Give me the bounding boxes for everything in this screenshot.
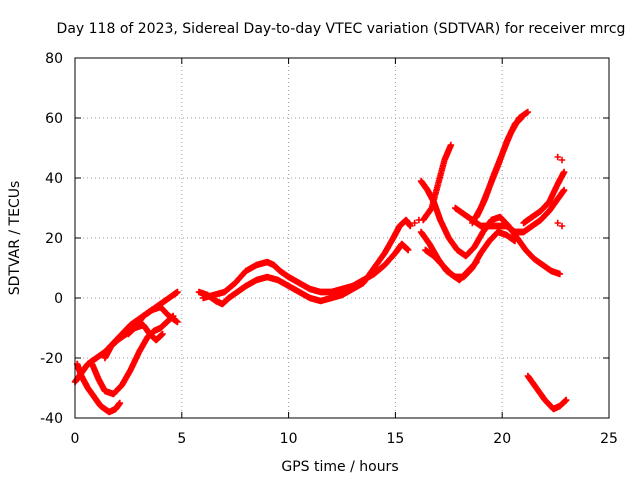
- series-track-5: [125, 303, 181, 338]
- series-track-16: [520, 168, 568, 227]
- series-track-6: [195, 273, 346, 308]
- y-tick-label: -20: [40, 351, 63, 367]
- data-points: [71, 108, 570, 416]
- data-point: [407, 222, 414, 230]
- x-tick-labels: 0 5 10 15 20 25: [71, 431, 618, 447]
- data-point: [415, 216, 423, 224]
- y-tick-label: 40: [45, 171, 63, 187]
- series-track-10: [419, 141, 455, 224]
- series-track-14: [473, 108, 532, 221]
- x-tick-label: 20: [493, 431, 511, 447]
- data-point: [116, 399, 124, 407]
- data-point: [159, 330, 166, 338]
- series-track-17: [524, 372, 570, 413]
- data-point: [558, 156, 566, 164]
- data-point: [524, 108, 532, 116]
- y-tick-label: 0: [54, 291, 63, 307]
- x-tick-label: 0: [71, 431, 80, 447]
- y-tick-label: 20: [45, 231, 63, 247]
- grid: [75, 58, 609, 418]
- data-point: [554, 219, 561, 227]
- data-point: [560, 186, 568, 194]
- data-point: [447, 141, 455, 149]
- data-point: [405, 246, 412, 254]
- x-tick-label: 5: [177, 431, 186, 447]
- y-tick-label: -40: [40, 411, 63, 427]
- series-track-12: [422, 246, 480, 284]
- series-track-2: [73, 360, 124, 416]
- series-track-8: [328, 216, 414, 302]
- series-track-7: [199, 240, 412, 302]
- data-point: [411, 219, 418, 227]
- series-track-15: [452, 186, 568, 236]
- y-tick-label: 60: [45, 111, 63, 127]
- chart-title: Day 118 of 2023, Sidereal Day-to-day VTE…: [57, 21, 626, 37]
- data-point: [174, 318, 181, 326]
- data-point: [174, 288, 181, 296]
- data-point: [473, 258, 480, 266]
- x-tick-label: 25: [600, 431, 618, 447]
- x-tick-label: 15: [386, 431, 404, 447]
- data-point: [563, 396, 570, 404]
- data-point: [560, 168, 568, 176]
- x-tick-label: 10: [280, 431, 298, 447]
- series-track-9: [417, 177, 564, 278]
- data-point: [558, 222, 566, 230]
- series-track-18: [411, 153, 566, 230]
- data-point: [554, 153, 561, 161]
- data-point: [511, 237, 519, 245]
- y-tick-labels: -40 -20 0 20 40 60 80: [40, 51, 63, 427]
- y-tick-label: 80: [45, 51, 63, 67]
- y-axis-title: SDTVAR / TECUs: [7, 181, 23, 296]
- x-axis-title: GPS time / hours: [281, 459, 398, 475]
- plot-frame: [74, 57, 610, 419]
- data-point: [556, 270, 564, 278]
